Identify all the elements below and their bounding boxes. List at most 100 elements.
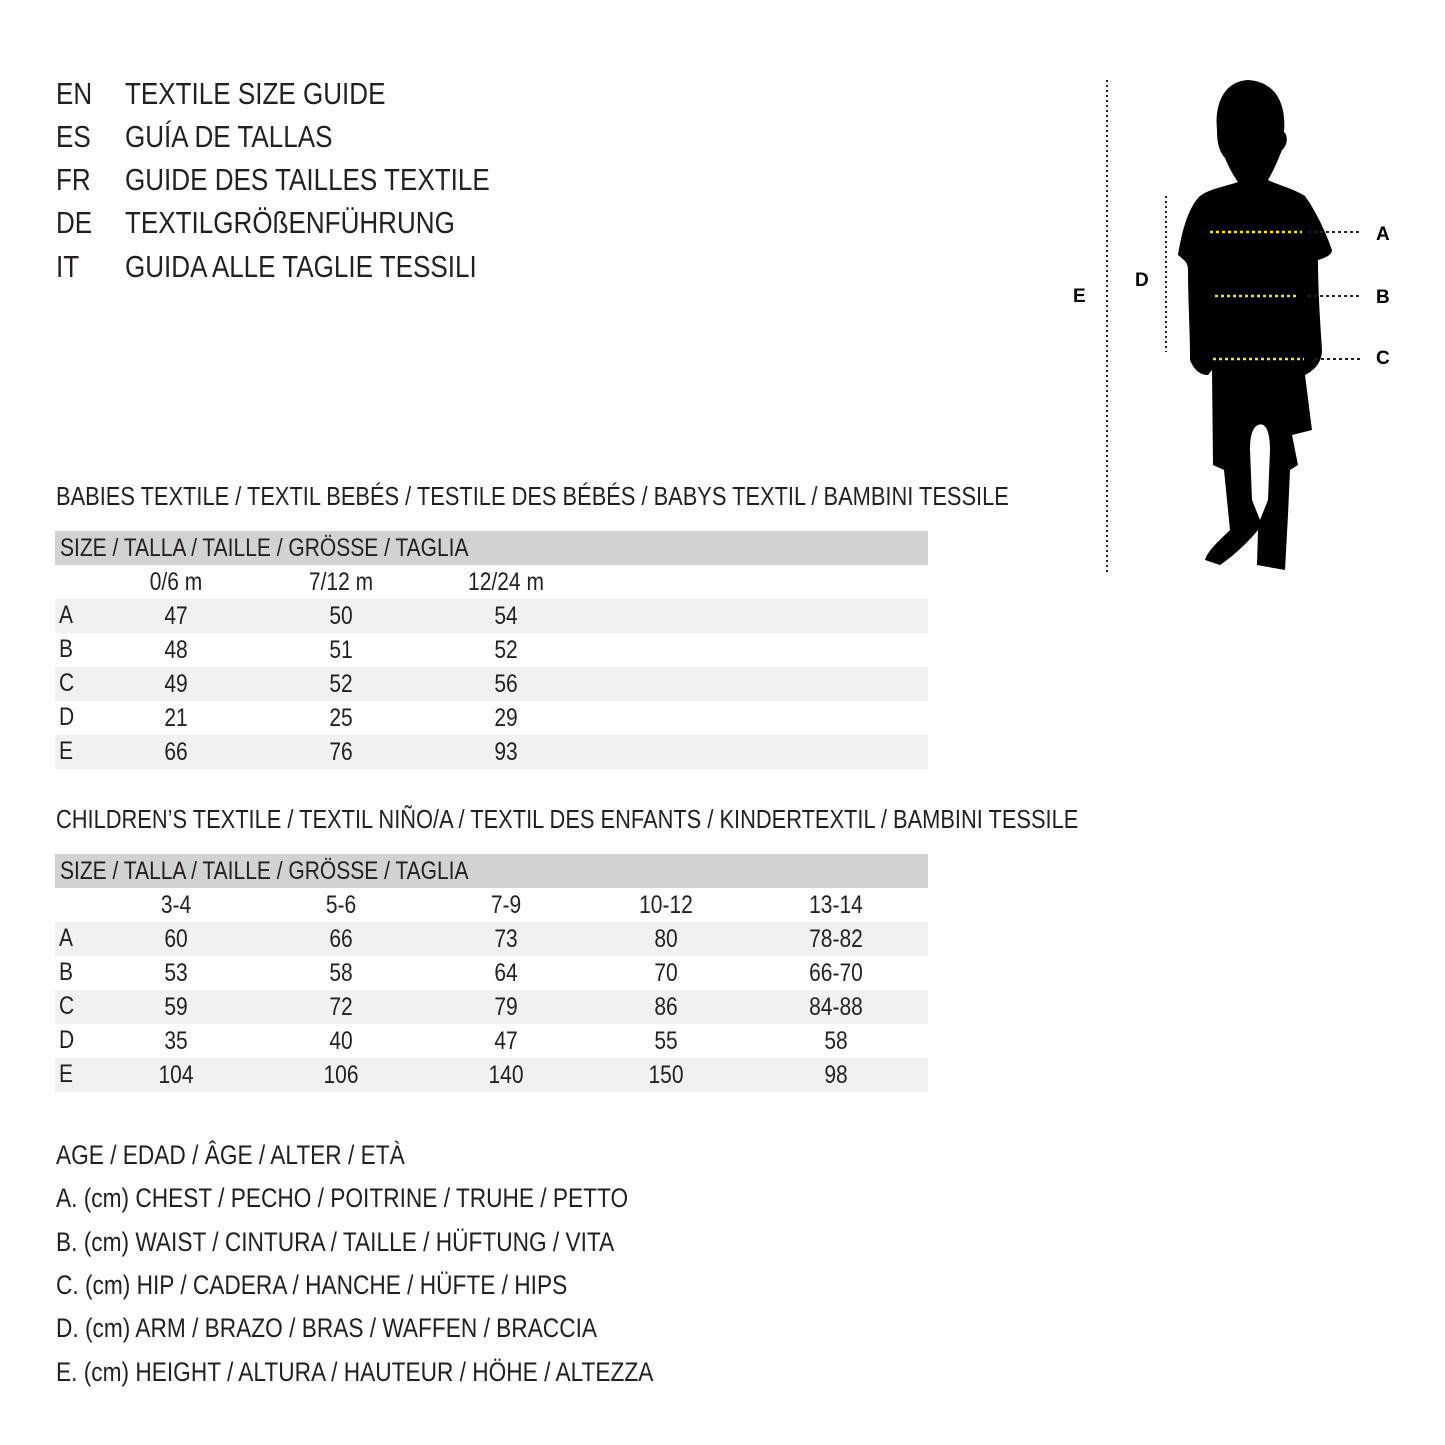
table-cell: 51 <box>329 636 353 664</box>
size-header: SIZE / TALLA / TAILLE / GRÖSSE / TAGLIA <box>60 534 469 562</box>
legend-age: AGE / EDAD / ÂGE / ALTER / ETÀ <box>56 1140 405 1170</box>
legend-waist: B. (cm) WAIST / CINTURA / TAILLE / HÜFTU… <box>56 1227 615 1257</box>
title-text: TEXTILE SIZE GUIDE <box>125 76 386 111</box>
title-text: GUIDA ALLE TAGLIE TESSILI <box>125 249 477 284</box>
legend-arm: D. (cm) ARM / BRAZO / BRAS / WAFFEN / BR… <box>56 1313 597 1343</box>
row-label: C <box>59 992 75 1020</box>
table-row: E 104 106 140 150 98 <box>55 1058 928 1092</box>
column-header-row: 0/6 m 7/12 m 12/24 m <box>55 565 928 599</box>
babies-size-table: SIZE / TALLA / TAILLE / GRÖSSE / TAGLIA … <box>55 531 928 769</box>
label-a: A <box>1376 224 1390 245</box>
table-cell: 150 <box>648 1061 684 1089</box>
table-row: A 60 66 73 80 78-82 <box>55 922 928 956</box>
lang-code: ES <box>56 119 91 154</box>
size-header-bar: SIZE / TALLA / TAILLE / GRÖSSE / TAGLIA <box>55 531 928 565</box>
table-row: D 35 40 47 55 58 <box>55 1024 928 1058</box>
table-cell: 106 <box>323 1061 359 1089</box>
title-text: GUÍA DE TALLAS <box>125 119 333 154</box>
table-cell: 50 <box>329 602 353 630</box>
table-cell: 64 <box>494 959 518 987</box>
table-cell: 70 <box>654 959 678 987</box>
table-cell: 29 <box>494 704 518 732</box>
row-label: E <box>59 1060 74 1088</box>
table-cell: 76 <box>329 738 353 766</box>
table-cell: 40 <box>329 1027 353 1055</box>
table-cell: 52 <box>494 636 518 664</box>
child-silhouette-icon <box>1178 80 1332 570</box>
table-cell: 60 <box>164 925 188 953</box>
label-b: B <box>1376 287 1390 308</box>
table-cell: 55 <box>654 1027 678 1055</box>
table-cell: 84-88 <box>809 993 863 1021</box>
column-header-row: 3-4 5-6 7-9 10-12 13-14 <box>55 888 928 922</box>
column-header: 7-9 <box>490 891 522 919</box>
label-d: D <box>1135 270 1149 291</box>
table-cell: 66 <box>329 925 353 953</box>
column-header: 7/12 m <box>308 568 374 596</box>
table-row: A 47 50 54 <box>55 599 928 633</box>
table-cell: 66 <box>164 738 188 766</box>
title-text: TEXTILGRÖßENFÜHRUNG <box>125 205 455 240</box>
row-label: B <box>59 635 74 663</box>
row-label: E <box>59 737 74 765</box>
table-cell: 35 <box>164 1027 188 1055</box>
legend-height: E. (cm) HEIGHT / ALTURA / HAUTEUR / HÖHE… <box>56 1357 654 1387</box>
table-cell: 53 <box>164 959 188 987</box>
table-cell: 80 <box>654 925 678 953</box>
table-cell: 56 <box>494 670 518 698</box>
lang-code: EN <box>56 76 93 111</box>
lang-code: IT <box>56 249 80 284</box>
row-label: D <box>59 703 75 731</box>
table-cell: 58 <box>824 1027 848 1055</box>
table-cell: 21 <box>164 704 188 732</box>
table-cell: 59 <box>164 993 188 1021</box>
size-header: SIZE / TALLA / TAILLE / GRÖSSE / TAGLIA <box>60 857 469 885</box>
row-label: A <box>59 924 74 952</box>
table-cell: 78-82 <box>809 925 863 953</box>
table-cell: 52 <box>329 670 353 698</box>
lang-code: FR <box>56 162 91 197</box>
table-cell: 49 <box>164 670 188 698</box>
table-row: E 66 76 93 <box>55 735 928 769</box>
table-row: B 48 51 52 <box>55 633 928 667</box>
column-header: 5-6 <box>325 891 357 919</box>
table-cell: 98 <box>824 1061 848 1089</box>
table-cell: 25 <box>329 704 353 732</box>
table-cell: 73 <box>494 925 518 953</box>
table-cell: 72 <box>329 993 353 1021</box>
table-cell: 47 <box>164 602 188 630</box>
row-label: D <box>59 1026 75 1054</box>
table-cell: 48 <box>164 636 188 664</box>
row-label: C <box>59 669 75 697</box>
children-section-title: CHILDREN’S TEXTILE / TEXTIL NIÑO/A / TEX… <box>56 804 1079 834</box>
column-header: 0/6 m <box>149 568 203 596</box>
table-cell: 58 <box>329 959 353 987</box>
table-row: C 49 52 56 <box>55 667 928 701</box>
legend-hip: C. (cm) HIP / CADERA / HANCHE / HÜFTE / … <box>56 1270 568 1300</box>
column-header: 3-4 <box>160 891 192 919</box>
table-cell: 93 <box>494 738 518 766</box>
table-row: B 53 58 64 70 66-70 <box>55 956 928 990</box>
babies-section-title: BABIES TEXTILE / TEXTIL BEBÉS / TESTILE … <box>56 481 1009 511</box>
column-header: 13-14 <box>809 891 863 919</box>
label-c: C <box>1376 348 1390 369</box>
size-header-bar: SIZE / TALLA / TAILLE / GRÖSSE / TAGLIA <box>55 854 928 888</box>
column-header: 12/24 m <box>468 568 544 596</box>
table-cell: 140 <box>488 1061 524 1089</box>
table-cell: 86 <box>654 993 678 1021</box>
table-cell: 79 <box>494 993 518 1021</box>
children-size-table: SIZE / TALLA / TAILLE / GRÖSSE / TAGLIA … <box>55 854 928 1092</box>
title-text: GUIDE DES TAILLES TEXTILE <box>125 162 490 197</box>
row-label: A <box>59 601 74 629</box>
table-cell: 104 <box>158 1061 194 1089</box>
child-silhouette-figure: A B C D E <box>1073 80 1390 572</box>
table-cell: 54 <box>494 602 518 630</box>
table-row: C 59 72 79 86 84-88 <box>55 990 928 1024</box>
row-label: B <box>59 958 74 986</box>
legend-chest: A. (cm) CHEST / PECHO / POITRINE / TRUHE… <box>56 1183 629 1213</box>
table-row: D 21 25 29 <box>55 701 928 735</box>
label-e: E <box>1073 286 1086 307</box>
table-cell: 66-70 <box>809 959 863 987</box>
lang-code: DE <box>56 205 93 240</box>
table-cell: 47 <box>494 1027 518 1055</box>
